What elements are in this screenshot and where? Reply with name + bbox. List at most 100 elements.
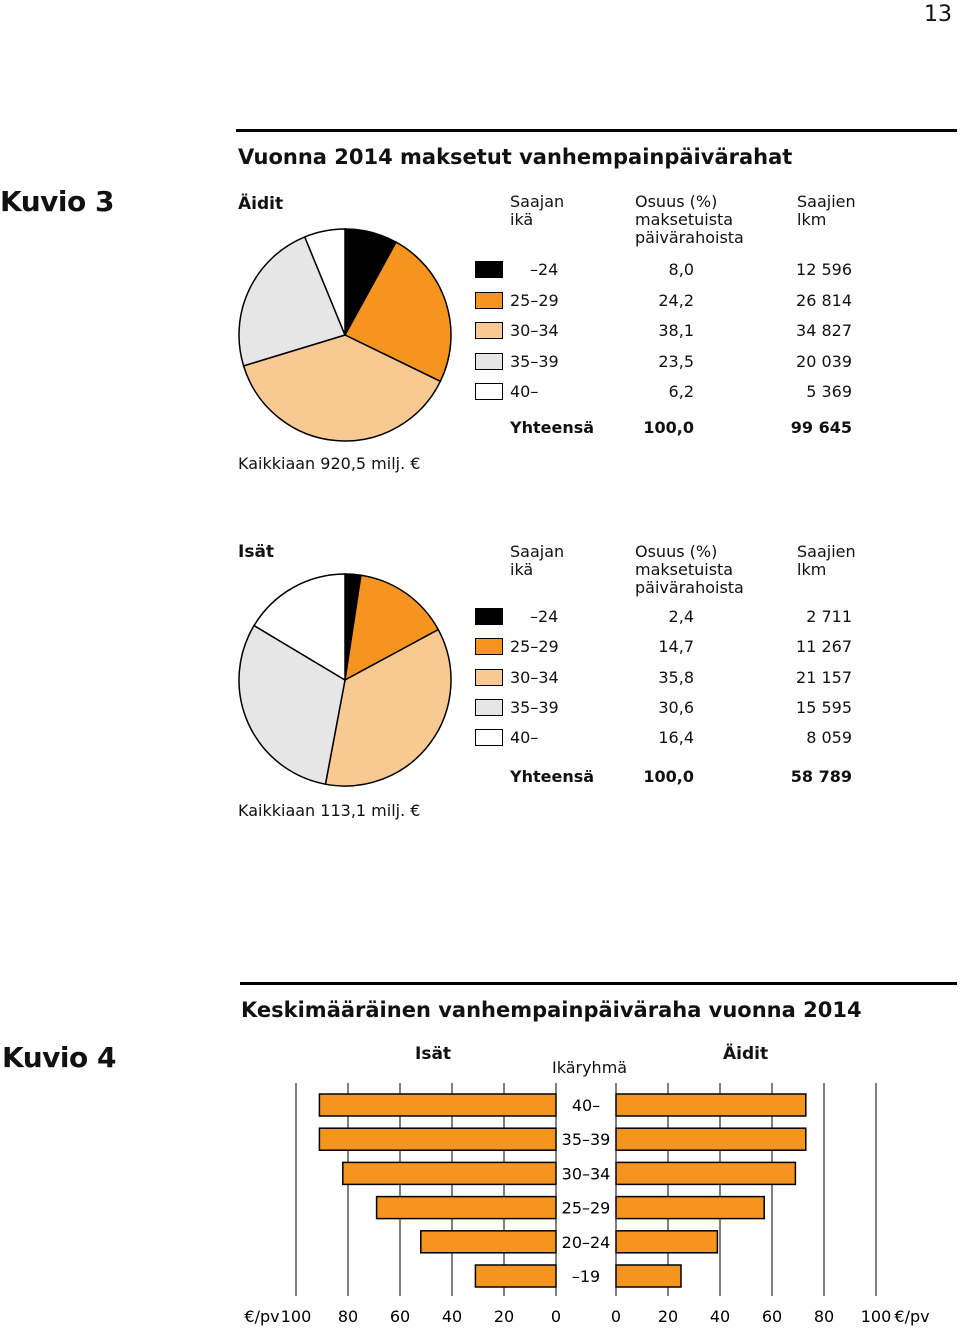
- left-tick-label: 40: [442, 1307, 462, 1326]
- right-tick-label: €/pv: [894, 1307, 929, 1326]
- fathers-caption: Kaikkiaan 113,1 milj. €: [238, 801, 421, 820]
- left-tick-label: €/pv: [244, 1307, 279, 1326]
- figure3-label: Kuvio 3: [0, 185, 114, 218]
- fathers-row-age: 25–29: [510, 637, 559, 657]
- mothers-bar-4: [615, 1230, 719, 1254]
- age-group-label: –19: [572, 1267, 600, 1286]
- fathers-row-share: 2,4: [668, 607, 694, 626]
- mothers-row-age: 25–29: [510, 290, 559, 310]
- mothers-bar-5: [615, 1264, 682, 1288]
- fathers-header-count: Saajien lkm: [797, 542, 856, 579]
- mothers-row-share: 8,0: [668, 260, 694, 279]
- left-tick-label: 20: [494, 1307, 514, 1326]
- mothers-row-age: 30–34: [510, 321, 559, 340]
- bar-left-title: Isät: [415, 1044, 452, 1064]
- fathers-pie-chart: [238, 573, 452, 787]
- figure4-label: Kuvio 4: [2, 1041, 116, 1074]
- mothers-total-share: 100,0: [643, 418, 694, 437]
- fathers-legend-swatch: [475, 668, 503, 686]
- mothers-row-share: 24,2: [658, 290, 694, 310]
- mothers-bar-1: [615, 1127, 807, 1151]
- fathers-legend-swatch: [475, 638, 503, 656]
- mothers-section-title: Äidit: [238, 194, 284, 214]
- fathers-legend-swatch: [475, 729, 503, 747]
- fathers-row-count: 8 059: [806, 728, 852, 748]
- fathers-legend-swatch: [475, 608, 503, 625]
- right-tick-label: 20: [658, 1307, 678, 1326]
- fathers-bar-5: [474, 1264, 557, 1288]
- fathers-row-share: 35,8: [658, 667, 694, 687]
- mothers-row-count: 5 369: [806, 382, 852, 401]
- mothers-bar-0: [615, 1093, 807, 1117]
- mothers-row-count: 34 827: [796, 321, 852, 340]
- mothers-row-count: 12 596: [796, 260, 852, 279]
- mothers-pie-slice-4: [303, 228, 346, 336]
- fathers-bar-3: [375, 1195, 557, 1220]
- fathers-row-share: 14,7: [658, 637, 694, 657]
- mothers-row-count: 20 039: [796, 351, 852, 371]
- bar-right-title: Äidit: [723, 1044, 769, 1064]
- figure4-title: Keskimääräinen vanhempainpäiväraha vuonn…: [241, 998, 862, 1022]
- bar-center-title: Ikäryhmä: [552, 1058, 628, 1077]
- mothers-legend-swatch: [475, 322, 503, 339]
- fathers-row-count: 11 267: [796, 637, 852, 657]
- mothers-row-age: –24: [530, 260, 559, 279]
- mothers-pie-slice-2: [242, 334, 442, 442]
- mothers-pie-chart: [238, 228, 452, 442]
- fathers-section-title: Isät: [238, 542, 275, 562]
- mothers-bar-3: [615, 1195, 765, 1220]
- mothers-row-count: 26 814: [796, 290, 852, 310]
- fathers-total-count: 58 789: [790, 767, 852, 786]
- age-group-label: 25–29: [562, 1199, 611, 1218]
- right-tick-label: 80: [814, 1307, 834, 1326]
- mothers-header-share: Osuus (%) maksetuista päivärahoista: [635, 192, 744, 247]
- mothers-row-share: 6,2: [668, 382, 694, 401]
- fathers-row-age: 40–: [510, 728, 539, 748]
- age-group-label: 40–: [572, 1096, 600, 1115]
- mothers-header-count: Saajien lkm: [797, 192, 856, 229]
- mothers-row-share: 23,5: [658, 351, 694, 371]
- fathers-pie-slice-1: [344, 574, 440, 682]
- fathers-total-share: 100,0: [643, 767, 694, 786]
- fathers-bar-0: [318, 1093, 557, 1117]
- age-group-label: 20–24: [562, 1233, 611, 1252]
- left-tick-label: 0: [551, 1307, 561, 1326]
- fathers-pie-slice-2: [324, 628, 452, 787]
- fathers-row-age: –24: [530, 607, 559, 626]
- fathers-row-count: 21 157: [796, 667, 852, 687]
- page-number: 13: [924, 2, 952, 27]
- fathers-pie-slice-4: [253, 573, 346, 682]
- age-group-label: 30–34: [562, 1164, 611, 1183]
- fathers-bar-2: [342, 1161, 557, 1186]
- fathers-legend-swatch: [475, 698, 503, 716]
- right-tick-label: 40: [710, 1307, 730, 1326]
- mothers-row-age: 35–39: [510, 351, 559, 371]
- left-tick-label: 60: [390, 1307, 410, 1326]
- fathers-total-label: Yhteensä: [510, 767, 595, 786]
- left-tick-label: 80: [338, 1307, 358, 1326]
- figure3-top-rule: [236, 129, 957, 132]
- age-group-label: 35–39: [562, 1130, 611, 1149]
- mothers-legend-swatch: [475, 291, 503, 309]
- mothers-total-label: Yhteensä: [510, 418, 595, 437]
- mothers-pie-slice-1: [343, 241, 452, 383]
- mothers-legend-swatch: [475, 352, 503, 370]
- mothers-bar-2: [615, 1161, 797, 1186]
- fathers-pie-slice-3: [238, 624, 346, 786]
- mothers-legend-swatch: [475, 261, 503, 278]
- fathers-row-age: 35–39: [510, 697, 559, 717]
- mothers-pie-slice-3: [238, 235, 347, 367]
- fathers-header-age: Saajan ikä: [510, 542, 565, 579]
- mothers-header-age: Saajan ikä: [510, 192, 565, 229]
- right-tick-label: 60: [762, 1307, 782, 1326]
- mothers-row-age: 40–: [510, 382, 539, 401]
- figure4-top-rule: [240, 982, 957, 985]
- fathers-bar-4: [420, 1230, 557, 1254]
- fathers-row-age: 30–34: [510, 667, 559, 687]
- left-tick-label: 100: [281, 1307, 312, 1326]
- mothers-legend-swatch: [475, 383, 503, 400]
- mothers-caption: Kaikkiaan 920,5 milj. €: [238, 454, 421, 473]
- fathers-header-share: Osuus (%) maksetuista päivärahoista: [635, 542, 744, 597]
- mothers-total-count: 99 645: [790, 418, 852, 437]
